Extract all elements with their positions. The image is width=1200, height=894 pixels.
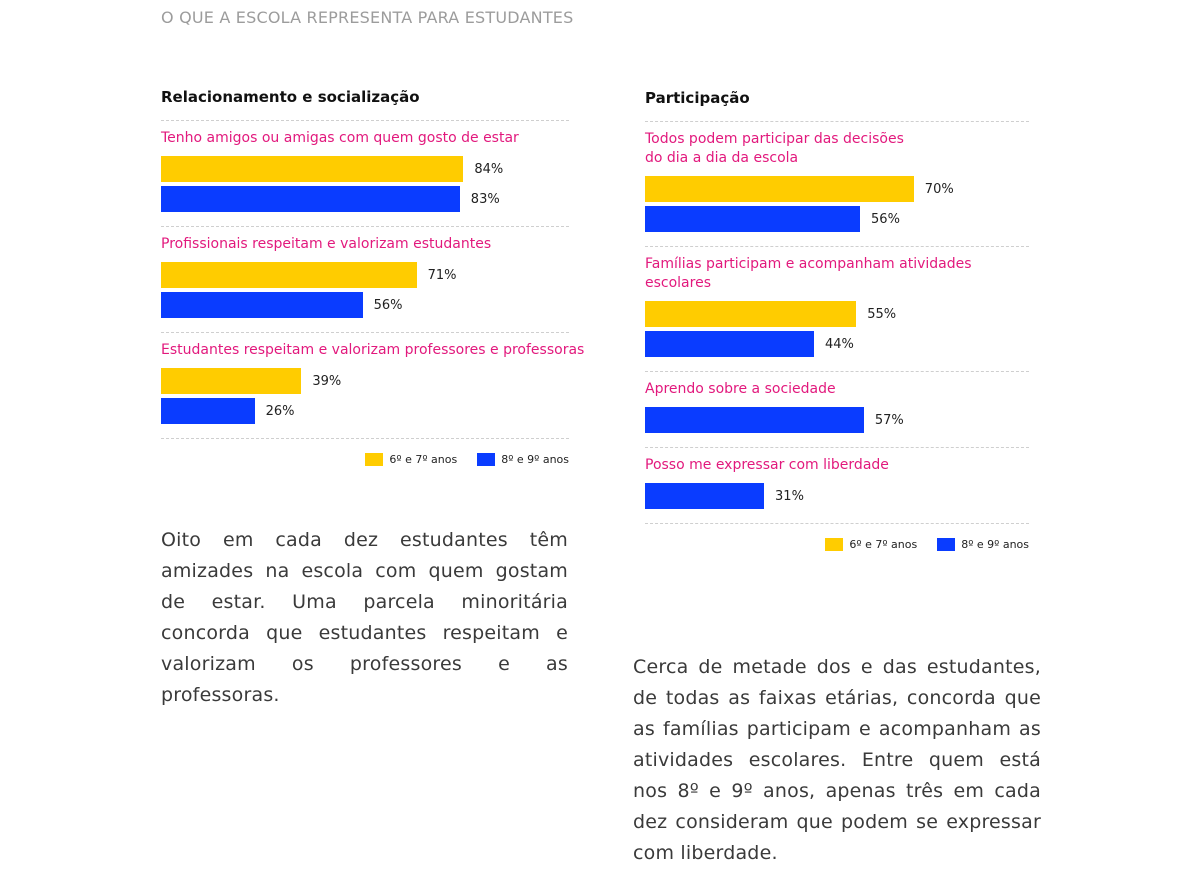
category-label: Famílias participam e acompanham ativida… [645,256,972,291]
bar-value-label: 57% [874,412,904,428]
bar-value-label: 84% [474,161,504,177]
chart-title: Relacionamento e socialização [161,88,420,106]
summary-text-right: Cerca de metade dos e das estudantes, de… [633,656,1041,864]
legend-item: 6º e 7º anos [365,453,457,466]
legend: 6º e 7º anos 8º e 9º anos [645,538,1029,551]
legend-divider [645,523,1029,524]
bar-row: 26% [161,398,569,424]
bar-row: 39% [161,368,569,394]
bar-row: 71% [161,262,569,288]
bar [645,206,861,232]
bar-value-label: 56% [373,297,403,313]
legend-swatch [365,453,384,466]
bar-value-label: 39% [312,373,342,389]
category-group: Aprendo sobre a sociedade 57% [645,371,1029,447]
bar-value-label: 26% [265,403,295,419]
chart-participacao: Participação Todos podem participar das … [645,89,1029,551]
bar-row: 55% [645,301,1029,327]
bar [645,331,814,357]
summary-text-left: Oito em cada dez estudantes têm amizades… [161,529,568,706]
legend-item: 8º e 9º anos [477,453,569,466]
category-label: Estudantes respeitam e valorizam profess… [161,342,585,358]
bar [161,262,417,288]
bar-value-label: 31% [775,488,804,504]
legend-item: 6º e 7º anos [825,538,917,551]
bar-row: 70% [645,176,1029,202]
bar [161,292,363,318]
bar-row: 57% [645,407,1029,433]
legend-label: 8º e 9º anos [501,453,569,466]
category-group: Todos podem participar das decisões do di… [645,121,1029,246]
bar [161,368,302,394]
bar [161,398,255,424]
page-title: O QUE A ESCOLA REPRESENTA PARA ESTUDANTE… [161,8,574,27]
category-group: Profissionais respeitam e valorizam estu… [161,226,569,332]
category-group: Estudantes respeitam e valorizam profess… [161,332,585,438]
bar [645,301,857,327]
bar-value-label: 70% [924,181,954,197]
bar-value-label: 83% [470,191,500,207]
chart-relacionamento: Relacionamento e socialização Tenho amig… [161,88,585,466]
chart-groups: Tenho amigos ou amigas com quem gosto de… [161,120,585,438]
bar-row: 56% [645,206,1029,232]
legend-label: 6º e 7º anos [849,538,918,551]
legend-label: 8º e 9º anos [961,538,1029,551]
bar-row: 56% [161,292,569,318]
bar [645,176,914,202]
chart-groups: Todos podem participar das decisões do di… [645,121,1029,523]
category-label: Todos podem participar das decisões do di… [645,131,904,166]
legend-swatch [937,538,956,551]
chart-title: Participação [645,89,750,107]
legend-swatch [477,453,496,466]
bar-row: 44% [645,331,1029,357]
category-group: Posso me expressar com liberdade 31% [645,447,1029,523]
bar [645,407,864,433]
legend-divider [161,438,569,439]
category-group: Tenho amigos ou amigas com quem gosto de… [161,120,569,226]
bar-value-label: 55% [867,306,897,322]
bar-value-label: 44% [824,336,854,352]
bar [161,156,464,182]
legend-item: 8º e 9º anos [937,538,1029,551]
category-label: Aprendo sobre a sociedade [645,381,836,397]
bar-row: 31% [645,483,1029,509]
category-group: Famílias participam e acompanham ativida… [645,246,1029,371]
category-label: Posso me expressar com liberdade [645,457,889,473]
legend-swatch [825,538,844,551]
bar [161,186,460,212]
bar-row: 84% [161,156,569,182]
category-label: Tenho amigos ou amigas com quem gosto de… [161,130,519,146]
legend-label: 6º e 7º anos [389,453,458,466]
legend: 6º e 7º anos 8º e 9º anos [161,453,569,466]
category-label: Profissionais respeitam e valorizam estu… [161,236,492,252]
bar-row: 83% [161,186,569,212]
bar-value-label: 71% [427,267,457,283]
bar [645,483,765,509]
bar-value-label: 56% [871,211,900,227]
